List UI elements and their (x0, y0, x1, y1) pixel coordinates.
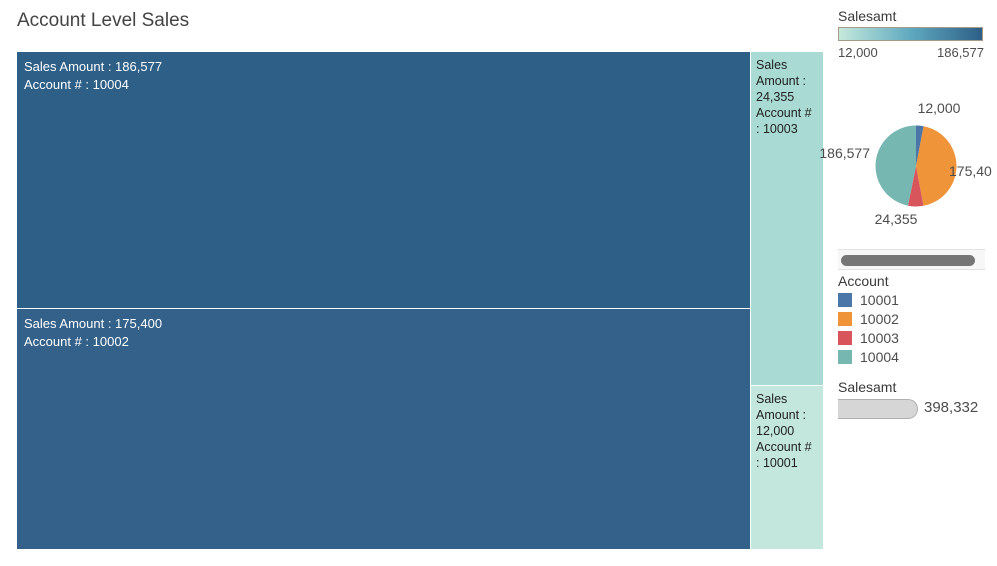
svg-text:175,40: 175,40 (949, 163, 992, 179)
svg-text:24,355: 24,355 (875, 211, 918, 227)
svg-text:12,000: 12,000 (918, 100, 961, 116)
svg-text:186,577: 186,577 (819, 145, 870, 161)
